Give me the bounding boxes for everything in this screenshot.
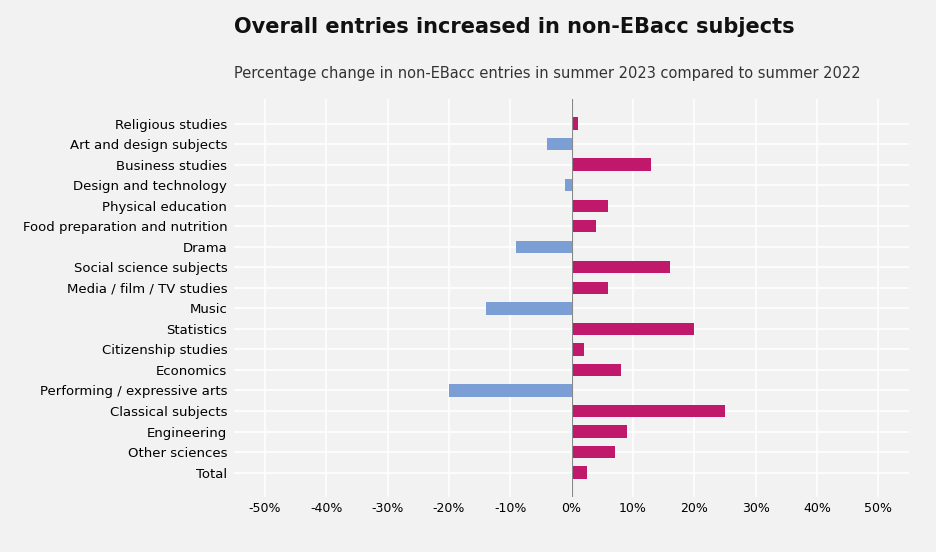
Bar <box>571 364 620 376</box>
Bar <box>571 118 578 130</box>
Bar <box>571 158 651 171</box>
Bar <box>571 343 583 355</box>
Bar <box>516 241 571 253</box>
Bar <box>571 323 694 335</box>
Bar <box>571 405 724 417</box>
Text: Percentage change in non-EBacc entries in summer 2023 compared to summer 2022: Percentage change in non-EBacc entries i… <box>234 66 860 81</box>
Bar <box>571 199 607 212</box>
Bar <box>448 384 571 397</box>
Bar <box>571 282 607 294</box>
Bar <box>571 261 669 273</box>
Bar <box>571 466 586 479</box>
Bar <box>485 302 571 315</box>
Bar <box>571 446 614 458</box>
Bar <box>547 138 571 150</box>
Bar <box>571 220 595 232</box>
Bar <box>571 426 626 438</box>
Bar <box>564 179 571 192</box>
Text: Overall entries increased in non-EBacc subjects: Overall entries increased in non-EBacc s… <box>234 17 794 36</box>
